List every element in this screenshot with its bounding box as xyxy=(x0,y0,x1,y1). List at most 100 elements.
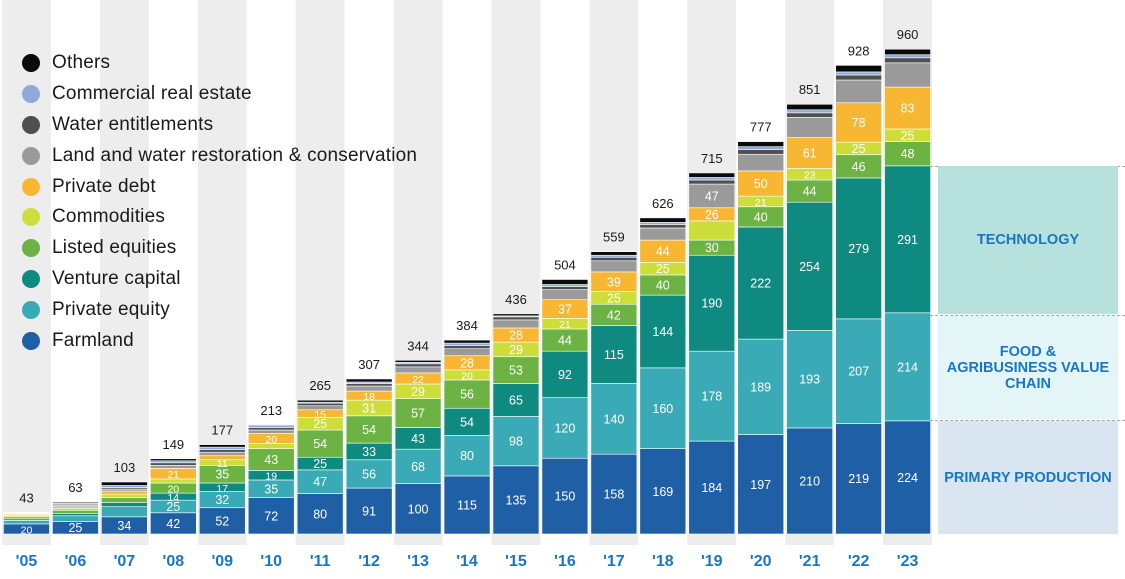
segment-value-label: 78 xyxy=(852,116,866,130)
segment-value-label: 47 xyxy=(705,189,719,203)
bar-segment xyxy=(835,79,882,104)
segment-value-label: 29 xyxy=(411,385,425,399)
technology-label: TECHNOLOGY xyxy=(976,232,1080,248)
segment-value-label: 72 xyxy=(264,509,278,523)
bar-segment xyxy=(101,490,148,495)
bar-segment xyxy=(443,435,491,477)
bar-segment xyxy=(835,102,882,143)
legend-swatch xyxy=(22,85,40,104)
segment-value-label: 54 xyxy=(362,423,376,437)
segment-value-label: 42 xyxy=(607,308,621,322)
segment-value-label: 184 xyxy=(701,481,722,495)
x-tick-label: '13 xyxy=(407,553,429,570)
bar-segment xyxy=(492,465,540,535)
bar-segment xyxy=(639,227,687,241)
bar-segment xyxy=(101,488,148,492)
legend-label: Private equity xyxy=(52,298,170,320)
x-tick-label: '23 xyxy=(897,553,919,570)
legend-item: Water entitlements xyxy=(22,110,417,141)
bar-segment xyxy=(786,103,833,111)
bar-segment xyxy=(835,423,882,535)
segment-value-label: 150 xyxy=(554,490,575,504)
segment-value-label: 279 xyxy=(848,242,869,256)
segment-value-label: 25 xyxy=(68,521,82,535)
bar-segment xyxy=(52,501,99,504)
legend-item: Commodities xyxy=(22,202,417,233)
segment-value-label: 83 xyxy=(901,102,915,116)
segment-value-label: 25 xyxy=(313,457,327,471)
bar-segment xyxy=(150,462,197,466)
bar-segment xyxy=(639,224,687,229)
legend-item: Land and water restoration & conservatio… xyxy=(22,140,417,171)
column-band xyxy=(50,0,100,545)
total-label: 63 xyxy=(68,480,82,495)
segment-value-label: 50 xyxy=(754,177,768,191)
panel-divider xyxy=(930,420,1125,421)
bar-segment xyxy=(639,217,687,223)
segment-value-label: 14 xyxy=(167,492,179,504)
total-label: 307 xyxy=(358,357,380,372)
legend-label: Venture capital xyxy=(52,267,181,289)
segment-value-label: 25 xyxy=(656,262,670,276)
total-labels: 4363103149177213265307344384436504559626… xyxy=(19,27,918,505)
segment-value-label: 169 xyxy=(652,485,673,499)
bar-segment xyxy=(737,170,785,197)
bar-segment xyxy=(541,457,589,535)
bar-segment xyxy=(541,397,589,459)
segment-value-label: 57 xyxy=(411,407,425,421)
bar-segment xyxy=(443,475,491,535)
segment-value-label: 135 xyxy=(506,493,527,507)
segment-value-label: 29 xyxy=(509,343,523,357)
bar-segment xyxy=(150,458,197,462)
bar-segment xyxy=(296,493,344,535)
bar-segment xyxy=(198,507,246,535)
segment-value-label: 15 xyxy=(314,409,326,421)
bar-segment xyxy=(296,429,344,458)
bar-segment xyxy=(3,516,50,520)
bar-segment xyxy=(688,254,736,352)
segment-value-label: 214 xyxy=(897,360,918,374)
bar-segment xyxy=(590,383,638,455)
bar-segment xyxy=(737,434,785,535)
bar-segment xyxy=(101,497,148,503)
segment-value-label: 19 xyxy=(265,471,277,483)
bar-segment xyxy=(884,141,931,167)
legend-swatch xyxy=(22,177,40,196)
segment-value-label: 31 xyxy=(362,402,376,416)
bars xyxy=(3,48,931,535)
x-tick-label: '09 xyxy=(211,553,233,570)
bar-segment xyxy=(150,460,197,464)
segment-value-label: 37 xyxy=(558,303,572,317)
segment-value-label: 28 xyxy=(509,329,523,343)
bar-segment xyxy=(101,502,148,508)
segment-value-label: 25 xyxy=(313,417,327,431)
bar-segment xyxy=(296,399,344,403)
total-label: 960 xyxy=(897,27,919,42)
legend-label: Others xyxy=(52,52,111,74)
bar-segment xyxy=(590,325,638,384)
bar-segment xyxy=(52,507,99,511)
segment-value-label: 190 xyxy=(701,297,722,311)
legend-swatch xyxy=(22,300,40,319)
segment-value-label: 33 xyxy=(362,445,376,459)
legend-label: Commodities xyxy=(52,206,166,228)
segment-value-label: 100 xyxy=(408,502,429,516)
segment-value-label: 34 xyxy=(117,519,131,533)
segment-value-label: 92 xyxy=(558,368,572,382)
legend-label: Land and water restoration & conservatio… xyxy=(52,144,418,166)
primary-production-label: PRIMARY PRODUCTION xyxy=(944,469,1112,486)
bar-segment xyxy=(688,172,736,178)
x-tick-label: '19 xyxy=(701,553,723,570)
legend-swatch xyxy=(22,239,40,258)
segment-value-label: 53 xyxy=(509,364,523,378)
x-tick-label: '07 xyxy=(114,553,136,570)
total-label: 777 xyxy=(750,120,772,135)
legend-swatch xyxy=(22,331,40,350)
bar-segment xyxy=(541,289,589,300)
bar-segment xyxy=(3,520,50,525)
bar-segment xyxy=(786,330,833,429)
total-label: 851 xyxy=(799,82,821,97)
bar-segment xyxy=(786,117,833,138)
x-tick-label: '05 xyxy=(16,553,38,570)
segment-value-label: 56 xyxy=(460,388,474,402)
